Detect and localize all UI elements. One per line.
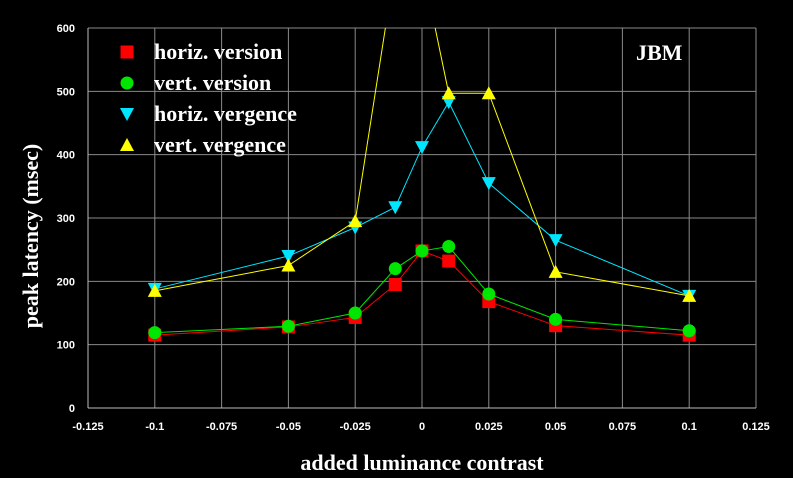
x-tick-label: -0.1	[145, 421, 164, 433]
x-tick-label: 0.125	[742, 421, 770, 433]
legend-marker-horiz-version	[120, 45, 134, 59]
legend-item-horiz-vergence: horiz. vergence	[120, 101, 297, 126]
horiz-vergence-point	[441, 96, 456, 110]
x-tick-label: 0.05	[545, 421, 566, 433]
x-tick-label: 0.075	[609, 421, 637, 433]
legend-item-vert-vergence: vert. vergence	[120, 132, 286, 157]
legend: horiz. version vert. version horiz. vergen…	[120, 39, 297, 157]
x-tick-label: 0.1	[682, 421, 697, 433]
grid	[87, 27, 757, 409]
series-vert-version	[148, 240, 696, 340]
vert-version-point	[281, 319, 295, 333]
vert-vergence-point	[348, 214, 363, 228]
horiz-version-point	[442, 254, 456, 268]
annotation-label: JBM	[636, 40, 683, 65]
y-tick-label: 200	[57, 276, 75, 288]
x-tick-label: 0	[419, 421, 425, 433]
plot-area	[147, 28, 697, 342]
x-tick-label: -0.025	[340, 421, 371, 433]
x-tick-label: -0.075	[206, 421, 237, 433]
legend-label-vert-version: vert. version	[154, 70, 271, 95]
vert-version-point	[415, 244, 429, 258]
legend-marker-vert-version	[120, 76, 134, 90]
vert-version-point	[388, 262, 402, 276]
legend-item-horiz-version: horiz. version	[120, 39, 282, 64]
horiz-version-point	[388, 278, 402, 291]
vert-version-point	[549, 312, 563, 326]
y-tick-label: 600	[57, 23, 75, 35]
x-tick-label: -0.125	[72, 421, 103, 433]
legend-marker-horiz-vergence	[120, 108, 134, 121]
legend-label-horiz-vergence: horiz. vergence	[154, 101, 297, 126]
horiz-vergence-point	[281, 250, 296, 263]
legend-marker-vert-vergence	[120, 138, 134, 151]
horiz-vergence-point	[481, 177, 496, 191]
x-tick-label: 0.025	[475, 421, 503, 433]
y-tick-label: 500	[57, 86, 75, 98]
legend-item-vert-version: vert. version	[120, 70, 271, 95]
vert-vergence-point	[147, 283, 162, 297]
vert-vergence-point	[281, 258, 296, 272]
y-tick-label: 100	[57, 340, 75, 352]
x-axis-title: added luminance contrast	[300, 450, 544, 475]
vert-version-point	[442, 240, 456, 253]
vert-vergence-point	[441, 86, 456, 100]
vert-version-point	[482, 287, 496, 301]
y-axis-ticks: 0 100 200 300 400 500 600	[57, 23, 75, 415]
vert-vergence-point	[548, 264, 563, 278]
horiz-vergence-point	[388, 201, 403, 215]
y-tick-label: 400	[57, 150, 75, 162]
y-tick-label: 0	[69, 403, 75, 415]
x-tick-label: -0.05	[276, 421, 301, 433]
vert-version-point	[348, 306, 362, 320]
vert-vergence-point	[682, 288, 697, 302]
horiz-vergence-point	[548, 234, 563, 248]
vert-vergence-point	[481, 86, 496, 100]
x-axis-ticks: -0.125 -0.1 -0.075 -0.05 -0.025 0 0.025 0.05 0.0…	[72, 421, 769, 433]
horiz-vergence-point	[415, 141, 429, 155]
series-horiz-vergence	[147, 96, 697, 303]
legend-label-horiz-version: horiz. version	[154, 39, 282, 64]
y-tick-label: 300	[57, 213, 75, 225]
vert-version-point	[682, 324, 696, 338]
vert-version-point	[148, 326, 162, 340]
legend-label-vert-vergence: vert. vergence	[154, 132, 286, 157]
series-vert-vergence	[147, 28, 697, 302]
y-axis-title: peak latency (msec)	[18, 144, 43, 329]
vert-vergence-line	[154, 28, 690, 297]
